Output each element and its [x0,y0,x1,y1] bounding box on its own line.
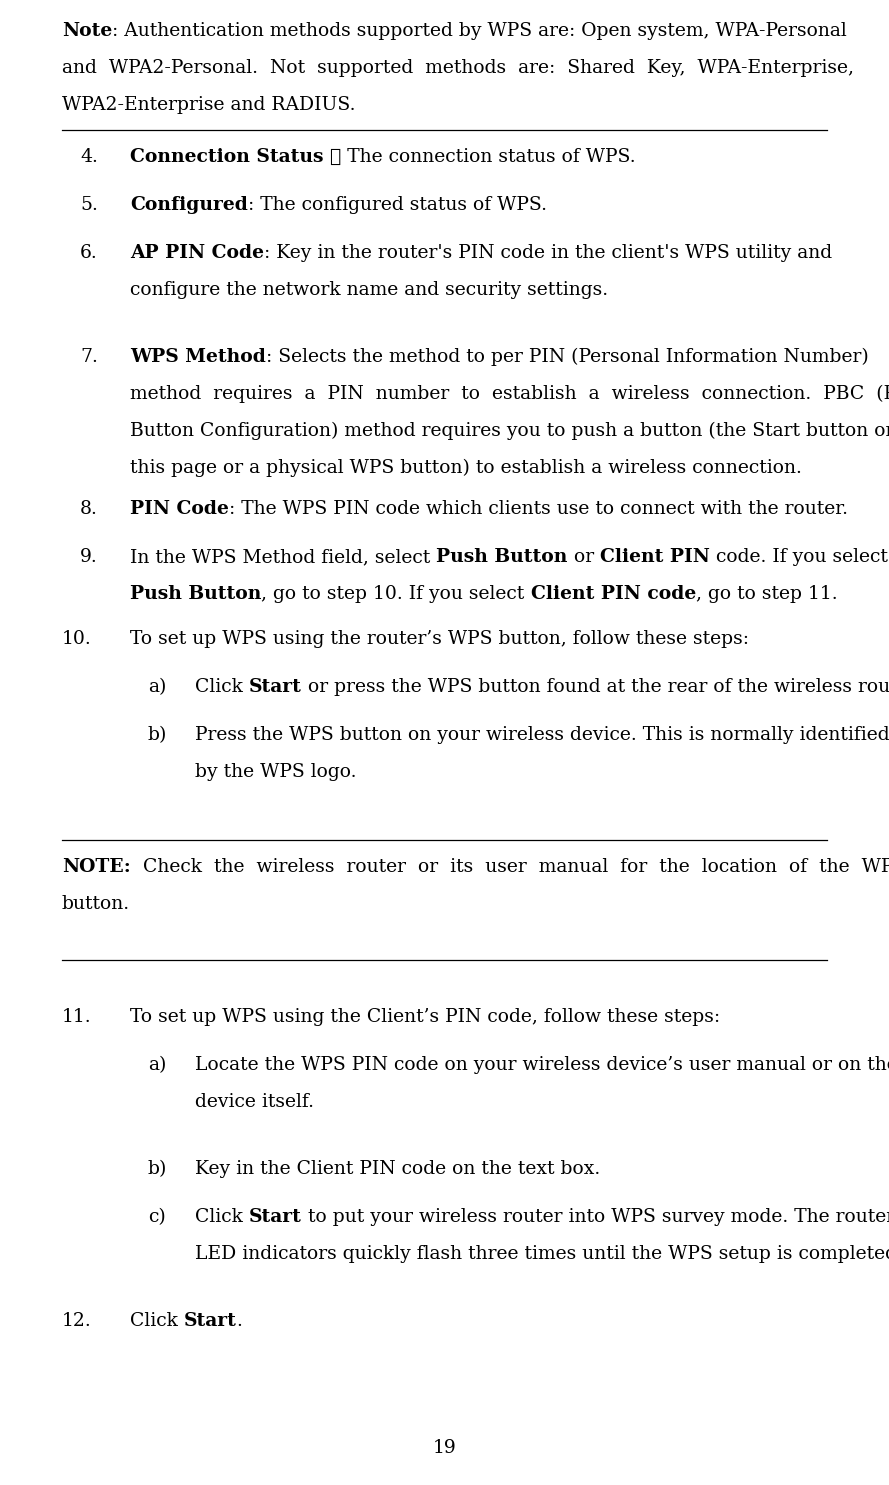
Text: 6.: 6. [80,244,98,261]
Text: PIN Code: PIN Code [130,500,228,518]
Text: by the WPS logo.: by the WPS logo. [195,763,356,781]
Text: code. If you select: code. If you select [709,548,887,566]
Text: Note: Note [62,22,112,40]
Text: and  WPA2-Personal.  Not  supported  methods  are:  Shared  Key,  WPA-Enterprise: and WPA2-Personal. Not supported methods… [62,59,854,77]
Text: 8.: 8. [80,500,98,518]
Text: : The configured status of WPS.: : The configured status of WPS. [248,196,547,214]
Text: Click: Click [130,1313,184,1331]
Text: : Key in the router's PIN code in the client's WPS utility and: : Key in the router's PIN code in the cl… [264,244,832,261]
Text: : The WPS PIN code which clients use to connect with the router.: : The WPS PIN code which clients use to … [228,500,848,518]
Text: 10.: 10. [62,630,92,647]
Text: Push Button: Push Button [436,548,567,566]
Text: , go to step 10. If you select: , go to step 10. If you select [261,585,531,603]
Text: c): c) [148,1207,165,1227]
Text: 5.: 5. [80,196,98,214]
Text: .: . [236,1313,243,1331]
Text: device itself.: device itself. [195,1093,314,1111]
Text: this page or a physical WPS button) to establish a wireless connection.: this page or a physical WPS button) to e… [130,459,802,477]
Text: method  requires  a  PIN  number  to  establish  a  wireless  connection.  PBC  : method requires a PIN number to establis… [130,385,889,404]
Text: 4.: 4. [80,148,98,166]
Text: 7.: 7. [80,347,98,365]
Text: : Authentication methods supported by WPS are: Open system, WPA-Personal: : Authentication methods supported by WP… [112,22,847,40]
Text: Locate the WPS PIN code on your wireless device’s user manual or on the: Locate the WPS PIN code on your wireless… [195,1056,889,1074]
Text: 12.: 12. [62,1313,92,1331]
Text: Push Button: Push Button [130,585,261,603]
Text: Press the WPS button on your wireless device. This is normally identified: Press the WPS button on your wireless de… [195,726,889,744]
Text: WPS Method: WPS Method [130,347,266,365]
Text: or: or [567,548,600,566]
Text: configure the network name and security settings.: configure the network name and security … [130,281,608,298]
Text: 惪 The connection status of WPS.: 惪 The connection status of WPS. [324,148,635,166]
Text: b): b) [148,726,167,744]
Text: LED indicators quickly flash three times until the WPS setup is completed.: LED indicators quickly flash three times… [195,1244,889,1264]
Text: 11.: 11. [62,1008,92,1026]
Text: In the WPS Method field, select: In the WPS Method field, select [130,548,436,566]
Text: or press the WPS button found at the rear of the wireless router.: or press the WPS button found at the rea… [301,679,889,696]
Text: Connection Status: Connection Status [130,148,324,166]
Text: Start: Start [249,679,301,696]
Text: to put your wireless router into WPS survey mode. The router’s: to put your wireless router into WPS sur… [301,1207,889,1227]
Text: a): a) [148,679,166,696]
Text: a): a) [148,1056,166,1074]
Text: Start: Start [184,1313,236,1331]
Text: Button Configuration) method requires you to push a button (the Start button on: Button Configuration) method requires yo… [130,422,889,440]
Text: AP PIN Code: AP PIN Code [130,244,264,261]
Text: Client PIN code: Client PIN code [531,585,696,603]
Text: Start: Start [249,1207,301,1227]
Text: Click: Click [195,1207,249,1227]
Text: button.: button. [62,895,130,913]
Text: Check  the  wireless  router  or  its  user  manual  for  the  location  of  the: Check the wireless router or its user ma… [131,858,889,876]
Text: 9.: 9. [80,548,98,566]
Text: Client PIN: Client PIN [600,548,709,566]
Text: Configured: Configured [130,196,248,214]
Text: : Selects the method to per PIN (Personal Information Number): : Selects the method to per PIN (Persona… [266,347,869,367]
Text: WPA2-Enterprise and RADIUS.: WPA2-Enterprise and RADIUS. [62,97,356,114]
Text: To set up WPS using the Client’s PIN code, follow these steps:: To set up WPS using the Client’s PIN cod… [130,1008,720,1026]
Text: Click: Click [195,679,249,696]
Text: Key in the Client PIN code on the text box.: Key in the Client PIN code on the text b… [195,1160,600,1178]
Text: b): b) [148,1160,167,1178]
Text: , go to step 11.: , go to step 11. [696,585,837,603]
Text: To set up WPS using the router’s WPS button, follow these steps:: To set up WPS using the router’s WPS but… [130,630,749,647]
Text: NOTE:: NOTE: [62,858,131,876]
Text: 19: 19 [433,1439,456,1457]
